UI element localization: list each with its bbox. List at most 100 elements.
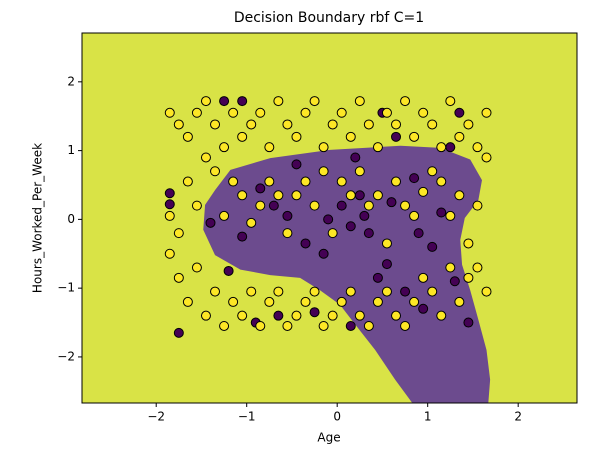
- data-point: [363, 200, 374, 211]
- data-point: [237, 310, 248, 321]
- data-point: [309, 96, 320, 107]
- data-point: [381, 286, 392, 297]
- data-point: [237, 231, 248, 242]
- data-point: [182, 176, 193, 187]
- data-point: [264, 142, 275, 153]
- data-point: [363, 228, 374, 239]
- data-point: [427, 241, 438, 252]
- data-point: [418, 272, 429, 283]
- data-point: [210, 166, 221, 177]
- data-point: [454, 131, 465, 142]
- data-point: [273, 96, 284, 107]
- data-point: [228, 176, 239, 187]
- x-tick-label: 1: [424, 410, 432, 424]
- data-point: [182, 131, 193, 142]
- data-point: [372, 142, 383, 153]
- data-point: [372, 272, 383, 283]
- data-point: [173, 272, 184, 283]
- data-point: [436, 207, 447, 218]
- data-point: [164, 107, 175, 118]
- plot-frame: [81, 32, 578, 404]
- data-point: [300, 176, 311, 187]
- data-point: [291, 159, 302, 170]
- chart-title: Decision Boundary rbf C=1: [234, 10, 424, 26]
- data-point: [400, 286, 411, 297]
- y-tick-label: −1: [57, 281, 75, 295]
- data-point: [354, 96, 365, 107]
- data-point: [381, 107, 392, 118]
- data-point: [481, 152, 492, 163]
- data-point: [436, 310, 447, 321]
- data-point: [282, 210, 293, 221]
- data-point: [200, 96, 211, 107]
- data-point: [400, 96, 411, 107]
- data-point: [300, 296, 311, 307]
- data-point: [481, 107, 492, 118]
- data-point: [327, 119, 338, 130]
- data-point: [336, 176, 347, 187]
- x-axis-label: Age: [317, 431, 340, 445]
- data-point: [445, 142, 456, 153]
- data-point: [445, 210, 456, 221]
- data-point: [336, 200, 347, 211]
- data-point: [200, 310, 211, 321]
- data-point: [318, 166, 329, 177]
- data-point: [345, 190, 356, 201]
- x-tick-label: −2: [147, 410, 165, 424]
- data-point: [173, 327, 184, 338]
- data-point: [350, 152, 361, 163]
- data-point: [255, 320, 266, 331]
- data-point: [173, 228, 184, 239]
- data-point: [454, 190, 465, 201]
- data-point: [164, 188, 175, 199]
- data-point: [246, 217, 257, 228]
- data-point: [164, 199, 175, 210]
- data-point: [255, 200, 266, 211]
- data-point: [427, 286, 438, 297]
- data-point: [191, 200, 202, 211]
- data-point: [336, 296, 347, 307]
- data-point: [291, 310, 302, 321]
- data-point: [300, 238, 311, 249]
- data-point: [359, 210, 370, 221]
- data-point: [255, 183, 266, 194]
- data-point: [219, 210, 230, 221]
- data-point: [481, 286, 492, 297]
- data-point: [291, 131, 302, 142]
- data-point: [237, 131, 248, 142]
- data-point: [372, 296, 383, 307]
- y-axis-label: Hours_Worked_Per_Week: [31, 143, 45, 293]
- data-point: [391, 310, 402, 321]
- data-point: [327, 228, 338, 239]
- y-tick-label: 2: [67, 74, 75, 88]
- data-point: [445, 96, 456, 107]
- data-point: [345, 320, 356, 331]
- data-point: [327, 310, 338, 321]
- data-point: [391, 131, 402, 142]
- data-point: [463, 317, 474, 328]
- data-point: [191, 107, 202, 118]
- data-point: [427, 119, 438, 130]
- data-point: [273, 190, 284, 201]
- y-tick-label: 1: [67, 143, 75, 157]
- data-point: [268, 200, 279, 211]
- data-point: [409, 210, 420, 221]
- data-point: [273, 286, 284, 297]
- data-point: [454, 296, 465, 307]
- data-point: [400, 200, 411, 211]
- data-point: [418, 107, 429, 118]
- data-point: [354, 190, 365, 201]
- data-point: [400, 320, 411, 331]
- data-point: [363, 119, 374, 130]
- data-point: [282, 119, 293, 130]
- data-point: [336, 107, 347, 118]
- x-tick-label: 2: [514, 410, 522, 424]
- data-point: [345, 221, 356, 232]
- data-point: [472, 200, 483, 211]
- data-point: [449, 276, 460, 287]
- data-point: [418, 303, 429, 314]
- data-point: [237, 96, 248, 107]
- y-tick-label: −2: [57, 349, 75, 363]
